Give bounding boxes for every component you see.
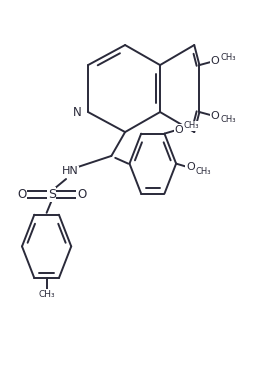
Text: O: O	[211, 111, 219, 121]
Text: CH₃: CH₃	[38, 290, 55, 299]
Text: CH₃: CH₃	[183, 121, 199, 131]
Text: O: O	[77, 188, 86, 201]
Text: CH₃: CH₃	[220, 115, 236, 124]
Text: CH₃: CH₃	[195, 167, 211, 176]
Text: O: O	[174, 125, 183, 135]
Text: N: N	[73, 105, 82, 119]
Text: O: O	[211, 56, 219, 66]
Text: CH₃: CH₃	[220, 53, 236, 62]
Text: O: O	[17, 188, 27, 201]
Text: S: S	[48, 188, 56, 201]
Text: HN: HN	[62, 166, 78, 176]
Text: O: O	[186, 162, 195, 172]
